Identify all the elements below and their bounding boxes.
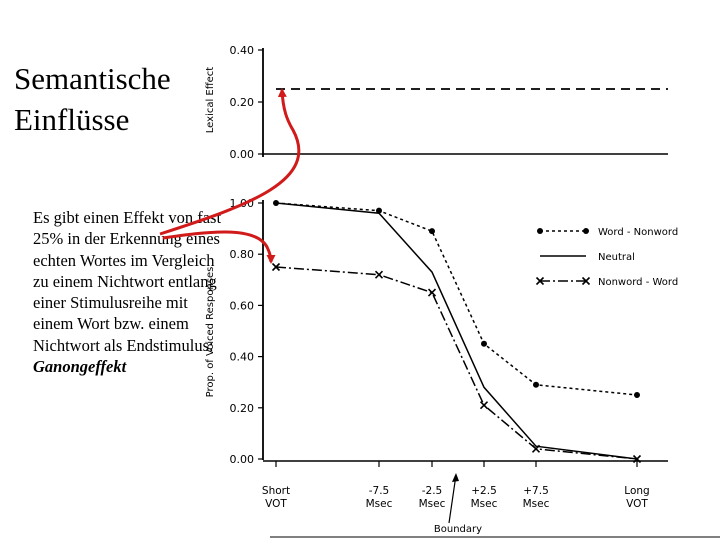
main-y-tick-label: 0.20 bbox=[230, 402, 255, 415]
series-line-1 bbox=[275, 202, 638, 396]
main-x-tick-label: VOT bbox=[626, 498, 648, 510]
main-x-tick-label: +2.5 bbox=[471, 485, 497, 497]
legend-marker bbox=[537, 228, 543, 234]
lexical-y-tick-label: 0.40 bbox=[230, 44, 255, 57]
main-x-tick-label: Msec bbox=[523, 498, 550, 510]
main-y-axis-label: Prop. of Voiced Responses bbox=[205, 267, 216, 398]
voiced-responses-chart: 1.000.800.600.400.200.00 ShortVOT-7.5Mse… bbox=[205, 197, 678, 535]
body-paragraph: Es gibt einen Effekt von fast 25% in der… bbox=[33, 208, 222, 355]
boundary-pointer-head bbox=[452, 473, 459, 482]
lexical-y-tick-label: 0.00 bbox=[230, 148, 255, 161]
slide-title-line-1: Semantische bbox=[14, 61, 171, 96]
boundary-label: Boundary bbox=[434, 524, 482, 535]
slide-title-line-2: Einflüsse bbox=[14, 102, 130, 137]
main-y-tick-label: 0.00 bbox=[230, 453, 255, 466]
main-x-tick-label: Msec bbox=[471, 498, 498, 510]
series-3-point bbox=[427, 288, 437, 297]
main-x-tick-label: Short bbox=[262, 485, 290, 497]
series-3-point bbox=[632, 454, 642, 464]
series-3-point bbox=[531, 444, 541, 453]
series-3-point bbox=[271, 262, 281, 272]
lexical-y-axis-label: Lexical Effect bbox=[205, 67, 216, 134]
main-y-tick-label: 0.40 bbox=[230, 351, 255, 364]
series-1-point bbox=[481, 340, 487, 347]
series-3-point bbox=[479, 401, 489, 410]
main-x-tick-label: Long bbox=[624, 485, 649, 497]
main-x-tick-label: -7.5 bbox=[369, 485, 390, 497]
boundary-pointer bbox=[448, 474, 457, 524]
legend-label-1: Word - Nonword bbox=[598, 227, 678, 238]
legend-label-3: Nonword - Word bbox=[598, 277, 678, 288]
lexical-y-tick-label: 0.20 bbox=[230, 96, 255, 109]
main-x-tick-label: -2.5 bbox=[422, 485, 443, 497]
series-line-3 bbox=[275, 266, 638, 460]
series-1-point bbox=[376, 207, 382, 214]
main-x-tick-label: Msec bbox=[366, 498, 393, 510]
series-1-point bbox=[533, 381, 539, 388]
series-line-2 bbox=[275, 202, 638, 460]
chart-legend: Word - Nonword Neutral Nonword - Word bbox=[535, 227, 678, 288]
legend-marker bbox=[535, 276, 545, 286]
main-x-tick-label: VOT bbox=[265, 498, 287, 510]
series-1-point bbox=[429, 228, 435, 235]
legend-marker bbox=[581, 276, 591, 286]
lexical-effect-chart: 0.40 0.20 0.00 Lexical Effect bbox=[205, 44, 668, 161]
legend-label-2: Neutral bbox=[598, 252, 635, 263]
slide-title: Semantische Einflüsse bbox=[14, 58, 204, 140]
arrow-to-nonword-curve bbox=[162, 230, 276, 264]
main-y-tick-label: 0.60 bbox=[230, 299, 255, 312]
arrow-to-lexical-effect bbox=[159, 88, 301, 236]
main-x-tick-label: Msec bbox=[419, 498, 446, 510]
ganong-term: Ganongeffekt bbox=[33, 357, 127, 377]
legend-marker bbox=[583, 228, 589, 234]
series-1-point bbox=[634, 392, 640, 398]
series-3-point bbox=[374, 270, 384, 279]
main-y-tick-label: 0.80 bbox=[230, 248, 255, 261]
main-x-tick-label: +7.5 bbox=[523, 485, 549, 497]
slide-body-text: Es gibt einen Effekt von fast 25% in der… bbox=[33, 207, 223, 377]
